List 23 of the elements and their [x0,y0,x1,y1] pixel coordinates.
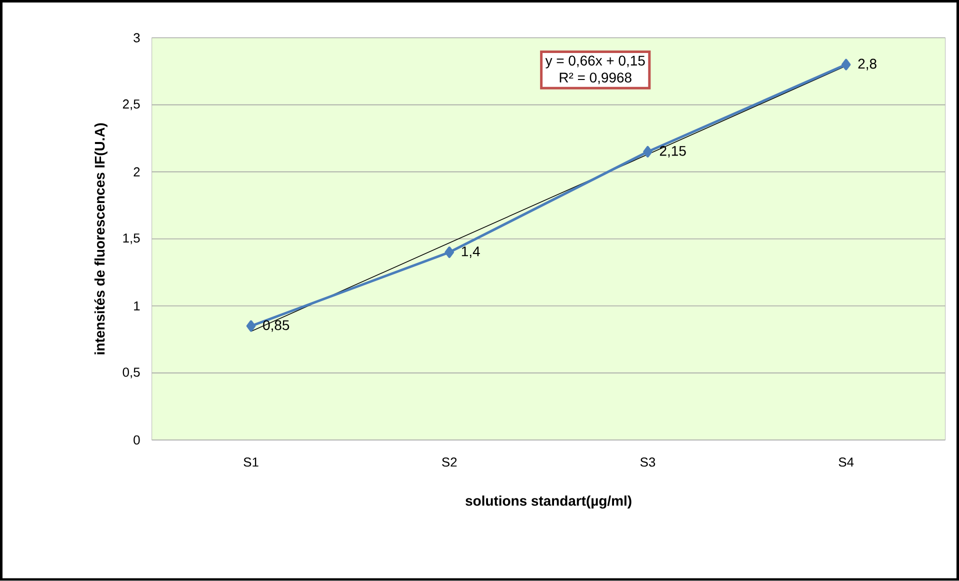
point [246,320,256,332]
y-tick-label: 1 [134,302,140,310]
x-axis-title: solutions standart(µg/ml) [466,496,632,509]
point [841,58,851,70]
annotation: y = 0,66x + 0,15 [545,56,645,68]
y-tick-label: 1,5 [123,234,140,244]
data-label: 0,85 [263,320,290,332]
point [444,246,454,258]
y-tick-label: 0 [134,435,140,445]
x-tick-label: S2 [442,458,457,467]
data-label: 2,8 [858,58,876,70]
data-label: 1,4 [462,246,480,258]
data-label: 2,15 [660,146,686,158]
y-tick-label: 2 [134,167,140,176]
y-tick-label: 2,5 [122,100,140,110]
x-tick-label: S3 [640,458,656,467]
x-tick-label: S1 [244,458,258,467]
y-tick-label: 0,5 [122,368,140,378]
annotation: R² = 0,9968 [560,72,632,84]
point [643,146,652,158]
y-tick-label: 3 [134,33,140,42]
y-axis-title: intensités de fluorescences IF(U.A) [94,123,108,354]
x-tick-label: S4 [838,458,854,467]
